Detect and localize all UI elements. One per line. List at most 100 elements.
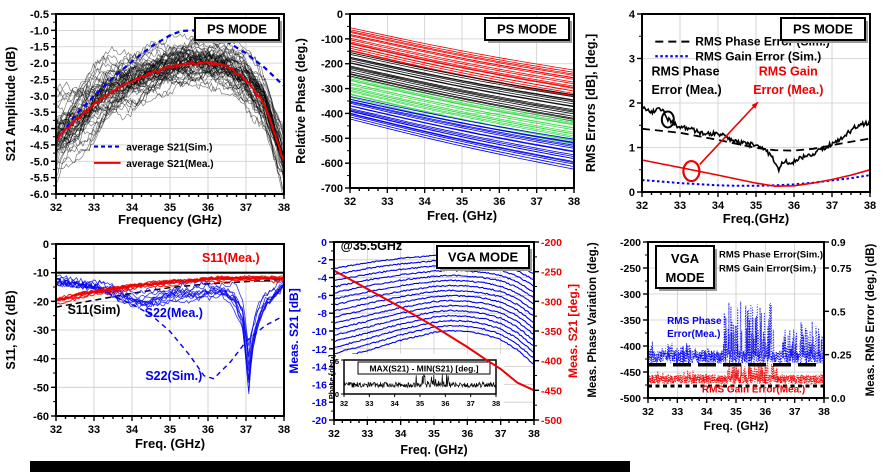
panel-vga-rms: 32 33 34 35 36 37 38 -200 -250 -300 -350 -400 -450 -5… — [586, 232, 886, 472]
svg-text:35: 35 — [416, 399, 424, 408]
svg-text:2: 2 — [629, 98, 635, 110]
annotation: RMS Phase — [667, 316, 722, 327]
svg-text:-350: -350 — [541, 326, 562, 338]
callout-circle — [682, 159, 701, 183]
phase-states-blue — [349, 105, 575, 153]
svg-text:average S21(Mea.): average S21(Mea.) — [126, 159, 213, 170]
gain-states — [333, 269, 535, 293]
svg-text:38: 38 — [864, 200, 876, 212]
phase-states-green — [349, 89, 575, 137]
svg-text:-5.5: -5.5 — [30, 173, 49, 185]
svg-text:34: 34 — [701, 406, 713, 418]
phase-states-red — [349, 30, 575, 75]
vga_rms-chart: 32 33 34 35 36 37 38 -200 -250 -300 -350 -400 -450 -5… — [587, 237, 877, 433]
measured-s21-traces — [55, 72, 285, 198]
svg-text:-3.0: -3.0 — [30, 91, 49, 103]
ps_relative_phase-chart: 32 33 34 35 36 37 38 0 -100 -200 -300 -400 -500 -600 -… — [294, 9, 580, 223]
gain-states — [333, 329, 535, 365]
s22-mea — [55, 276, 285, 358]
svg-text:0: 0 — [337, 9, 343, 21]
legend: RMS Phase Error(Sim.) RMS Gain Error(Sim.… — [699, 249, 823, 274]
svg-text:37: 37 — [789, 406, 801, 418]
svg-text:34: 34 — [395, 428, 407, 440]
mode-box: PS MODE — [484, 17, 572, 43]
measured-s21-traces — [55, 65, 285, 178]
phase-states-blue — [349, 114, 575, 165]
svg-text:33: 33 — [365, 399, 373, 408]
panel-ps-s21-amplitude: 32 33 34 35 36 37 38 -0.5 -1.0 -1.5 -2.0 -2.5 -3.0 -3… — [2, 2, 292, 230]
callout-arrow — [699, 101, 759, 165]
s11-sim — [55, 278, 285, 308]
svg-text:0.75: 0.75 — [831, 263, 852, 275]
phase-states-green — [349, 88, 575, 135]
callout-circle — [660, 110, 675, 129]
svg-text:0: 0 — [43, 239, 49, 251]
measured-s21-traces — [55, 33, 285, 135]
phase-states-red — [349, 37, 575, 83]
phase-states-black — [349, 53, 575, 98]
svg-text:33: 33 — [671, 406, 683, 418]
measured-s21-traces — [55, 42, 285, 147]
annotation: S11(Sim) — [68, 303, 121, 317]
rms-gain-error-sim — [641, 174, 871, 187]
axes: 32 33 34 35 36 37 38 0 -2 -4 -6 -8 -10 -12 -14 -16 -18 -2… — [288, 237, 580, 457]
svg-text:0: 0 — [629, 187, 635, 199]
phase-states-green — [349, 78, 575, 124]
phase-states-red — [349, 45, 575, 92]
svg-text:36: 36 — [441, 399, 449, 408]
phase-states-black — [349, 56, 575, 101]
s11-mea — [55, 278, 285, 306]
svg-text:32: 32 — [50, 424, 62, 436]
svg-text:-50: -50 — [33, 382, 49, 394]
phase-states-green — [349, 76, 575, 122]
panel-ps-relative-phase: 32 33 34 35 36 37 38 0 -100 -200 -300 -400 -500 -600 -… — [292, 2, 580, 230]
mode-box: VGA MODE — [436, 245, 532, 271]
svg-text:-1.0: -1.0 — [30, 25, 49, 37]
legend: average S21(Sim.) average S21(Mea.) — [94, 143, 214, 170]
annotation: @35.5GHz — [341, 239, 403, 253]
svg-text:Relative Phase (deg.): Relative Phase (deg.) — [294, 38, 308, 164]
axes: 32 33 34 35 36 37 38 0 -10 -20 -30 -40 -50 -60 Freq. (… — [4, 239, 290, 451]
annotation: Error (Mea.) — [753, 83, 823, 97]
svg-text:-60: -60 — [33, 411, 49, 423]
series — [641, 105, 871, 188]
rms-phase-error-mea — [647, 301, 825, 365]
svg-text:-0.5: -0.5 — [30, 9, 49, 21]
svg-text:Freq. (GHz): Freq. (GHz) — [400, 443, 467, 457]
svg-text:35: 35 — [428, 428, 440, 440]
svg-text:-200: -200 — [541, 237, 562, 249]
svg-text:-500: -500 — [620, 393, 641, 405]
svg-text:-16: -16 — [312, 379, 327, 391]
svg-text:0: 0 — [335, 390, 339, 399]
svg-text:-250: -250 — [541, 267, 562, 279]
phase-states-blue — [349, 110, 575, 159]
svg-text:33: 33 — [88, 424, 100, 436]
svg-text:36: 36 — [788, 200, 800, 212]
phase-states-red — [349, 41, 575, 87]
ps_s21_amplitude-chart: 32 33 34 35 36 37 38 -0.5 -1.0 -1.5 -2.0 -2.5 -3.0 -3… — [4, 9, 290, 227]
annotation: RMS Gain — [759, 64, 818, 78]
svg-text:-400: -400 — [620, 341, 641, 353]
phase-states-blue — [349, 112, 575, 162]
svg-text:5: 5 — [335, 357, 339, 366]
svg-text:RMS Gain Error (Sim.): RMS Gain Error (Sim.) — [695, 49, 821, 63]
svg-text:-700: -700 — [321, 183, 343, 195]
svg-text:-350: -350 — [620, 315, 641, 327]
phase-states-black — [349, 71, 575, 117]
svg-text:3: 3 — [629, 54, 635, 66]
phase-states-red — [349, 39, 575, 85]
inset-title: MAX(S21) - MIN(S21) [deg.] — [357, 361, 491, 375]
svg-text:S11, S22 (dB): S11, S22 (dB) — [4, 290, 18, 369]
phase-states-blue — [349, 116, 575, 167]
svg-text:-10: -10 — [33, 268, 49, 280]
svg-text:36: 36 — [202, 424, 214, 436]
svg-text:-3.5: -3.5 — [30, 107, 49, 119]
svg-text:37: 37 — [240, 424, 252, 436]
svg-text:Phase [deg.]: Phase [deg.] — [327, 354, 336, 399]
svg-text:VGA: VGA — [671, 251, 700, 266]
svg-text:-2: -2 — [318, 255, 327, 267]
svg-text:32: 32 — [328, 428, 340, 440]
svg-text:35: 35 — [456, 196, 468, 208]
svg-text:34: 34 — [419, 196, 432, 208]
svg-text:Freq. (GHz): Freq. (GHz) — [704, 419, 769, 433]
